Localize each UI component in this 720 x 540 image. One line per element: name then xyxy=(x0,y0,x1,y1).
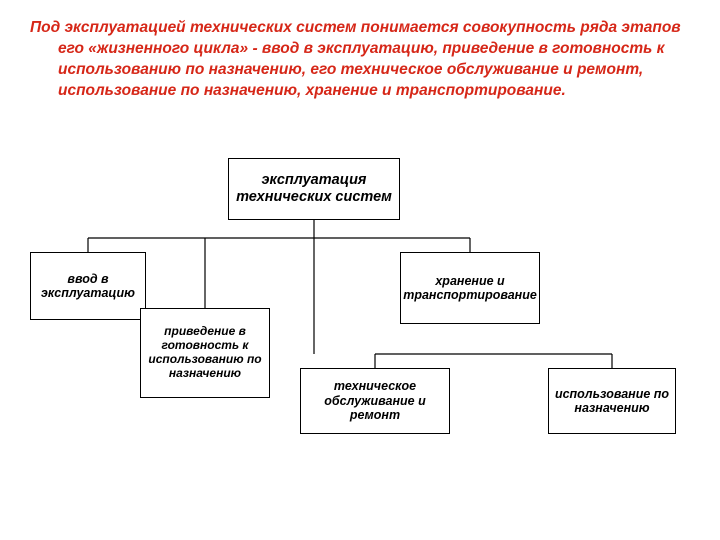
node-n2: приведение в готовность к использованию … xyxy=(140,308,270,398)
node-n1: ввод в эксплуатацию xyxy=(30,252,146,320)
intro-paragraph: Под эксплуатацией технических систем пон… xyxy=(0,0,720,102)
org-chart: эксплуатация технических систем ввод в эк… xyxy=(0,158,720,538)
node-root: эксплуатация технических систем xyxy=(228,158,400,220)
node-n5: использование по назначению xyxy=(548,368,676,434)
node-n4: техническое обслуживание и ремонт xyxy=(300,368,450,434)
node-n3: хранение и транспортирование xyxy=(400,252,540,324)
